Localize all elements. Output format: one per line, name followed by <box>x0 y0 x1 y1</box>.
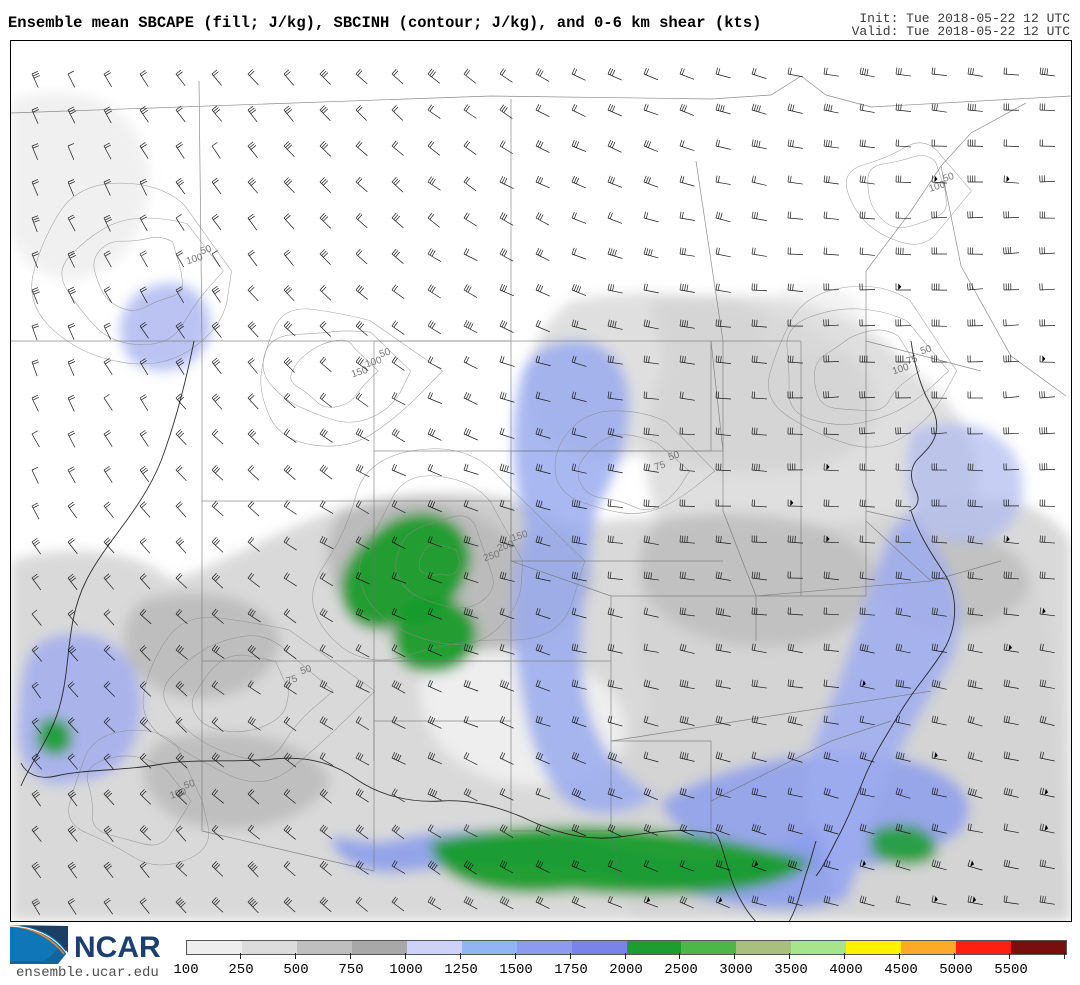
svg-text:NCAR: NCAR <box>74 931 161 964</box>
svg-text:ensemble.ucar.edu: ensemble.ucar.edu <box>16 965 159 981</box>
